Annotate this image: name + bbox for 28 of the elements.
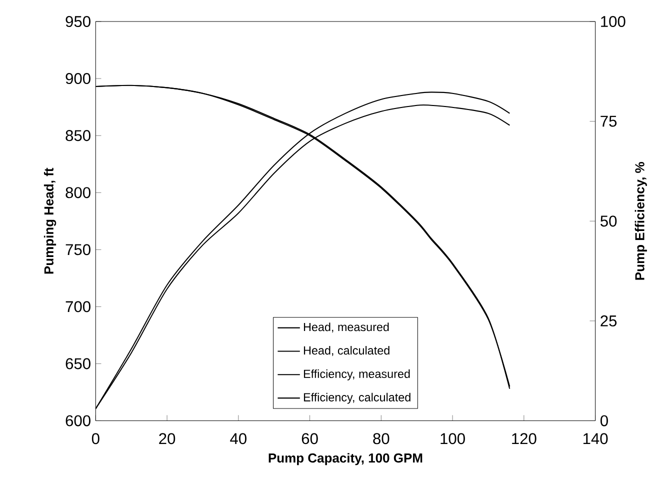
- x-tick-label: 140: [583, 432, 608, 444]
- x-tick-label: 80: [373, 432, 390, 444]
- y2-tick-label: 100: [601, 16, 626, 27]
- legend-label: Efficiency, measured: [304, 369, 410, 380]
- y2-tick-label: 25: [600, 315, 617, 326]
- legend-label: Head, calculated: [304, 346, 390, 356]
- x-tick-label: 120: [512, 432, 536, 444]
- x-tick-label: 100: [440, 432, 465, 444]
- y2-tick-label: 0: [600, 415, 608, 426]
- legend-label: Efficiency, calculated: [304, 392, 410, 404]
- y-tick-label: 900: [66, 72, 90, 84]
- x-tick-label: 20: [159, 432, 176, 444]
- y-axis-title: Pumping Head, ft: [44, 168, 56, 274]
- y-tick-label: 650: [66, 358, 90, 370]
- y-tick-label: 600: [66, 415, 90, 426]
- y-tick-label: 800: [66, 186, 90, 198]
- y-tick-label: 750: [66, 244, 90, 256]
- y2-tick-label: 75: [600, 116, 617, 127]
- y-tick-label: 850: [66, 130, 90, 141]
- y2-axis-title: Pump Efficiency, %: [634, 162, 647, 280]
- x-axis-title: Pump Capacity, 100 GPM: [268, 452, 422, 466]
- legend-label: Head, measured: [304, 322, 389, 332]
- y-tick-label: 950: [66, 16, 90, 27]
- x-tick-label: 60: [302, 432, 318, 444]
- x-tick-label: 0: [92, 432, 100, 444]
- y2-tick-label: 50: [600, 215, 617, 227]
- y-tick-label: 700: [66, 301, 90, 312]
- x-tick-label: 40: [230, 432, 246, 444]
